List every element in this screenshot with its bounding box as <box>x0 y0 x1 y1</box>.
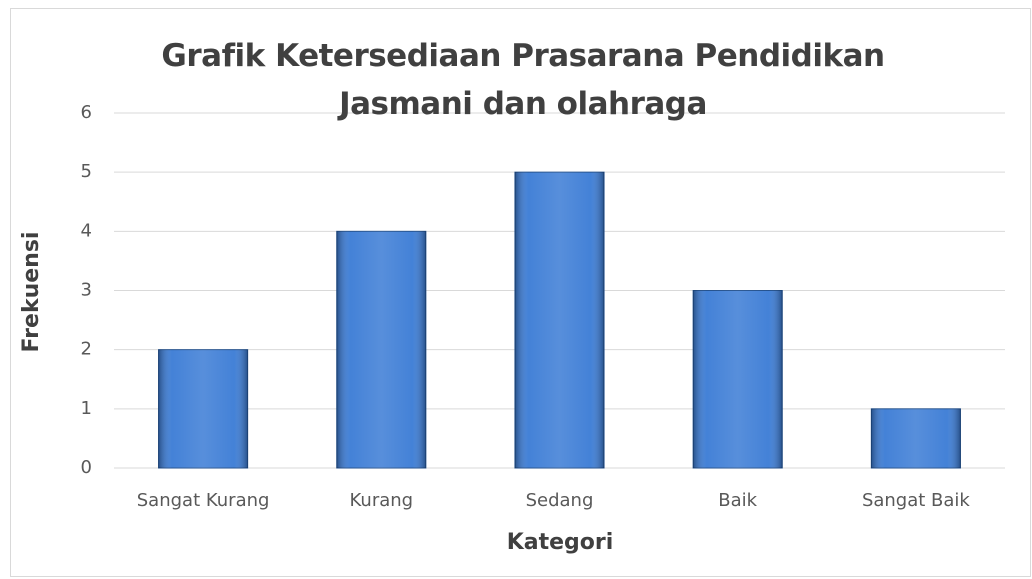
x-tick-label: Sangat Kurang <box>137 490 270 511</box>
y-tick-label: 0 <box>81 457 92 478</box>
bar <box>336 230 427 469</box>
x-tick-label: Kurang <box>350 490 414 511</box>
chart-border <box>10 8 1031 577</box>
y-tick-label: 6 <box>81 102 92 123</box>
y-tick-label: 2 <box>81 339 92 360</box>
y-tick-label: 3 <box>81 280 92 301</box>
y-tick-label: 1 <box>81 398 92 419</box>
y-axis-label: Frekuensi <box>19 232 44 353</box>
x-axis-label: Kategori <box>507 530 614 555</box>
bar <box>514 171 605 469</box>
bar <box>158 349 249 469</box>
x-tick-label: Sedang <box>526 490 594 511</box>
x-tick-label: Sangat Baik <box>862 490 970 511</box>
y-tick-label: 4 <box>81 220 92 241</box>
y-tick-label: 5 <box>81 161 92 182</box>
chart-title: Grafik Ketersediaan Prasarana Pendidikan… <box>161 38 885 122</box>
x-tick-label: Baik <box>718 490 757 511</box>
bar <box>692 290 783 469</box>
bar <box>870 408 961 469</box>
